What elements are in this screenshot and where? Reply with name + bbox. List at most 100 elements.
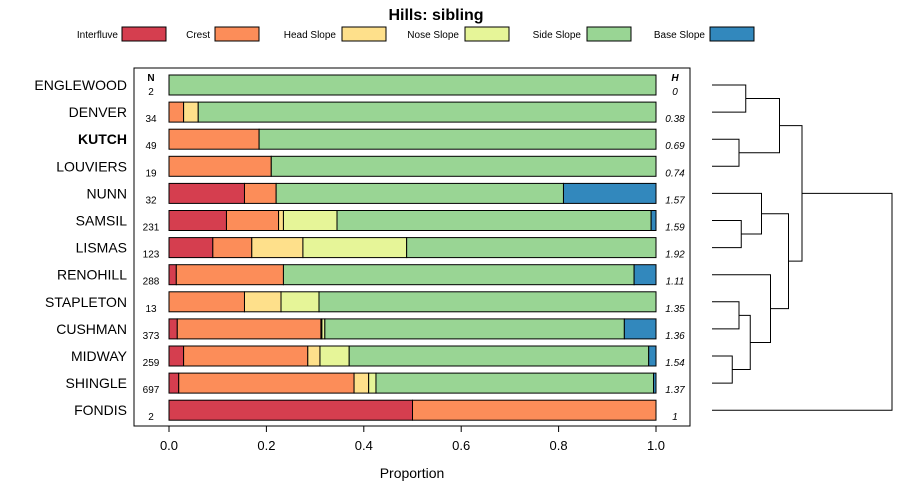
n-value-cushman: 373 — [143, 331, 160, 342]
bar-row-kutch — [168, 128, 657, 150]
bar-row-englewood — [168, 74, 657, 96]
bar-segment-renohill-interfluve — [168, 264, 177, 286]
bar-row-samsil — [168, 210, 657, 231]
bar-segment-samsil-nose-slope — [282, 210, 338, 231]
bar-row-stapleton — [168, 291, 657, 313]
bar-row-fondis — [168, 399, 657, 421]
row-label-samsil: SAMSIL — [76, 213, 128, 229]
row-label-stapleton: STAPLETON — [45, 294, 127, 310]
dendrogram-branch — [712, 192, 893, 411]
h-value-shingle: 1.37 — [665, 385, 685, 396]
bar-segment-nunn-base-slope — [562, 182, 657, 204]
row-label-fondis: FONDIS — [74, 402, 127, 418]
bar-segment-midway-nose-slope — [319, 345, 350, 367]
n-values: 2 34 49 19 32 231 123 288 13 373 259 697 2 — [143, 87, 160, 423]
row-label-lismas: LISMAS — [76, 240, 127, 256]
legend-label-interfluve: Interfluve — [77, 30, 119, 41]
bar-segment-cushman-interfluve — [168, 318, 178, 340]
h-values: 0 0.38 0.69 0.74 1.57 1.59 1.92 1.11 1.35 1.36 1.5… — [665, 87, 685, 423]
bar-segment-fondis-crest — [412, 399, 657, 421]
row-label-nunn: NUNN — [87, 185, 127, 201]
bar-segment-stapleton-nose-slope — [280, 291, 320, 313]
bar-segment-cushman-base-slope — [623, 318, 657, 340]
n-value-fondis: 2 — [148, 412, 154, 423]
n-value-kutch: 49 — [145, 141, 157, 152]
dendrogram-branch — [739, 98, 780, 154]
h-value-kutch: 0.69 — [665, 141, 685, 152]
h-value-samsil: 1.59 — [665, 223, 685, 234]
legend-swatch-base-slope — [709, 26, 755, 42]
bar-row-louviers — [168, 155, 657, 177]
legend-label-head-slope: Head Slope — [284, 30, 337, 41]
bar-segment-louviers-side-slope — [270, 155, 657, 177]
bar-segment-samsil-interfluve — [168, 210, 227, 231]
x-tick-label: 0.4 — [355, 438, 373, 453]
bar-segment-shingle-interfluve — [168, 372, 180, 394]
bar-segment-englewood-side-slope — [168, 74, 657, 96]
bar-segment-samsil-crest — [225, 210, 280, 231]
row-label-renohill: RENOHILL — [57, 267, 127, 283]
legend-label-side-slope: Side Slope — [533, 30, 582, 41]
legend: Interfluve Crest Head Slope Nose Slope Side … — [77, 26, 755, 42]
bar-segment-lismas-head-slope — [251, 237, 304, 259]
dendrogram-branch — [712, 84, 747, 113]
x-axis: 0.0 0.2 0.4 0.6 0.8 1.0 — [160, 426, 665, 453]
h-value-denver: 0.38 — [665, 114, 685, 125]
bar-row-nunn — [168, 182, 657, 204]
n-value-denver: 34 — [145, 114, 157, 125]
x-tick-label: 0.6 — [452, 438, 470, 453]
legend-swatch-crest — [214, 26, 260, 42]
dendrogram-branch — [712, 355, 733, 384]
x-tick-label: 0.0 — [160, 438, 178, 453]
bar-row-midway — [168, 345, 657, 367]
bar-segment-lismas-crest — [212, 237, 253, 259]
x-tick-label: 1.0 — [647, 438, 665, 453]
n-value-nunn: 32 — [145, 195, 157, 206]
bar-segment-midway-head-slope — [307, 345, 321, 367]
dendrogram-branch — [712, 274, 771, 343]
dendrogram-branch — [761, 213, 789, 310]
bar-segment-shingle-nose-slope — [368, 372, 377, 394]
bar-segment-samsil-base-slope — [650, 210, 657, 231]
h-value-renohill: 1.11 — [666, 277, 685, 288]
bar-segment-denver-head-slope — [183, 101, 199, 123]
legend-swatch-interfluve — [121, 26, 167, 42]
legend-swatch-head-slope — [341, 26, 387, 42]
chart-title: Hills: sibling — [388, 7, 483, 24]
bar-segment-stapleton-side-slope — [318, 291, 657, 313]
bar-segment-lismas-side-slope — [406, 237, 657, 259]
bar-segment-shingle-side-slope — [375, 372, 655, 394]
bar-segment-nunn-side-slope — [275, 182, 564, 204]
bar-segment-midway-base-slope — [648, 345, 657, 367]
bar-segment-fondis-interfluve — [168, 399, 413, 421]
n-value-midway: 259 — [143, 358, 160, 369]
bar-segment-lismas-nose-slope — [302, 237, 408, 259]
h-value-louviers: 0.74 — [665, 168, 685, 179]
row-label-louviers: LOUVIERS — [56, 158, 127, 174]
row-label-englewood: ENGLEWOOD — [34, 77, 127, 93]
bar-segment-samsil-head-slope — [278, 210, 284, 231]
bar-segment-renohill-side-slope — [282, 264, 635, 286]
legend-swatch-nose-slope — [464, 26, 510, 42]
n-value-stapleton: 13 — [145, 304, 157, 315]
bar-segment-nunn-interfluve — [168, 182, 245, 204]
legend-swatch-side-slope — [586, 26, 632, 42]
bar-row-shingle — [168, 372, 657, 394]
bar-segment-shingle-head-slope — [353, 372, 370, 394]
row-label-midway: MIDWAY — [71, 348, 128, 364]
bar-segment-denver-crest — [168, 101, 185, 123]
legend-label-nose-slope: Nose Slope — [407, 30, 459, 41]
bar-row-denver — [168, 101, 657, 123]
bar-segment-lismas-interfluve — [168, 237, 214, 259]
bar-segment-kutch-side-slope — [258, 128, 657, 150]
bar-segment-stapleton-head-slope — [243, 291, 282, 313]
dendrogram — [712, 84, 893, 411]
bar-segment-samsil-side-slope — [336, 210, 652, 231]
dendrogram-branch — [712, 138, 740, 167]
bar-segment-renohill-base-slope — [633, 264, 657, 286]
bar-segment-cushman-crest — [176, 318, 322, 340]
x-axis-title: Proportion — [380, 465, 445, 481]
bar-segment-denver-side-slope — [197, 101, 657, 123]
bar-segment-shingle-base-slope — [653, 372, 657, 394]
